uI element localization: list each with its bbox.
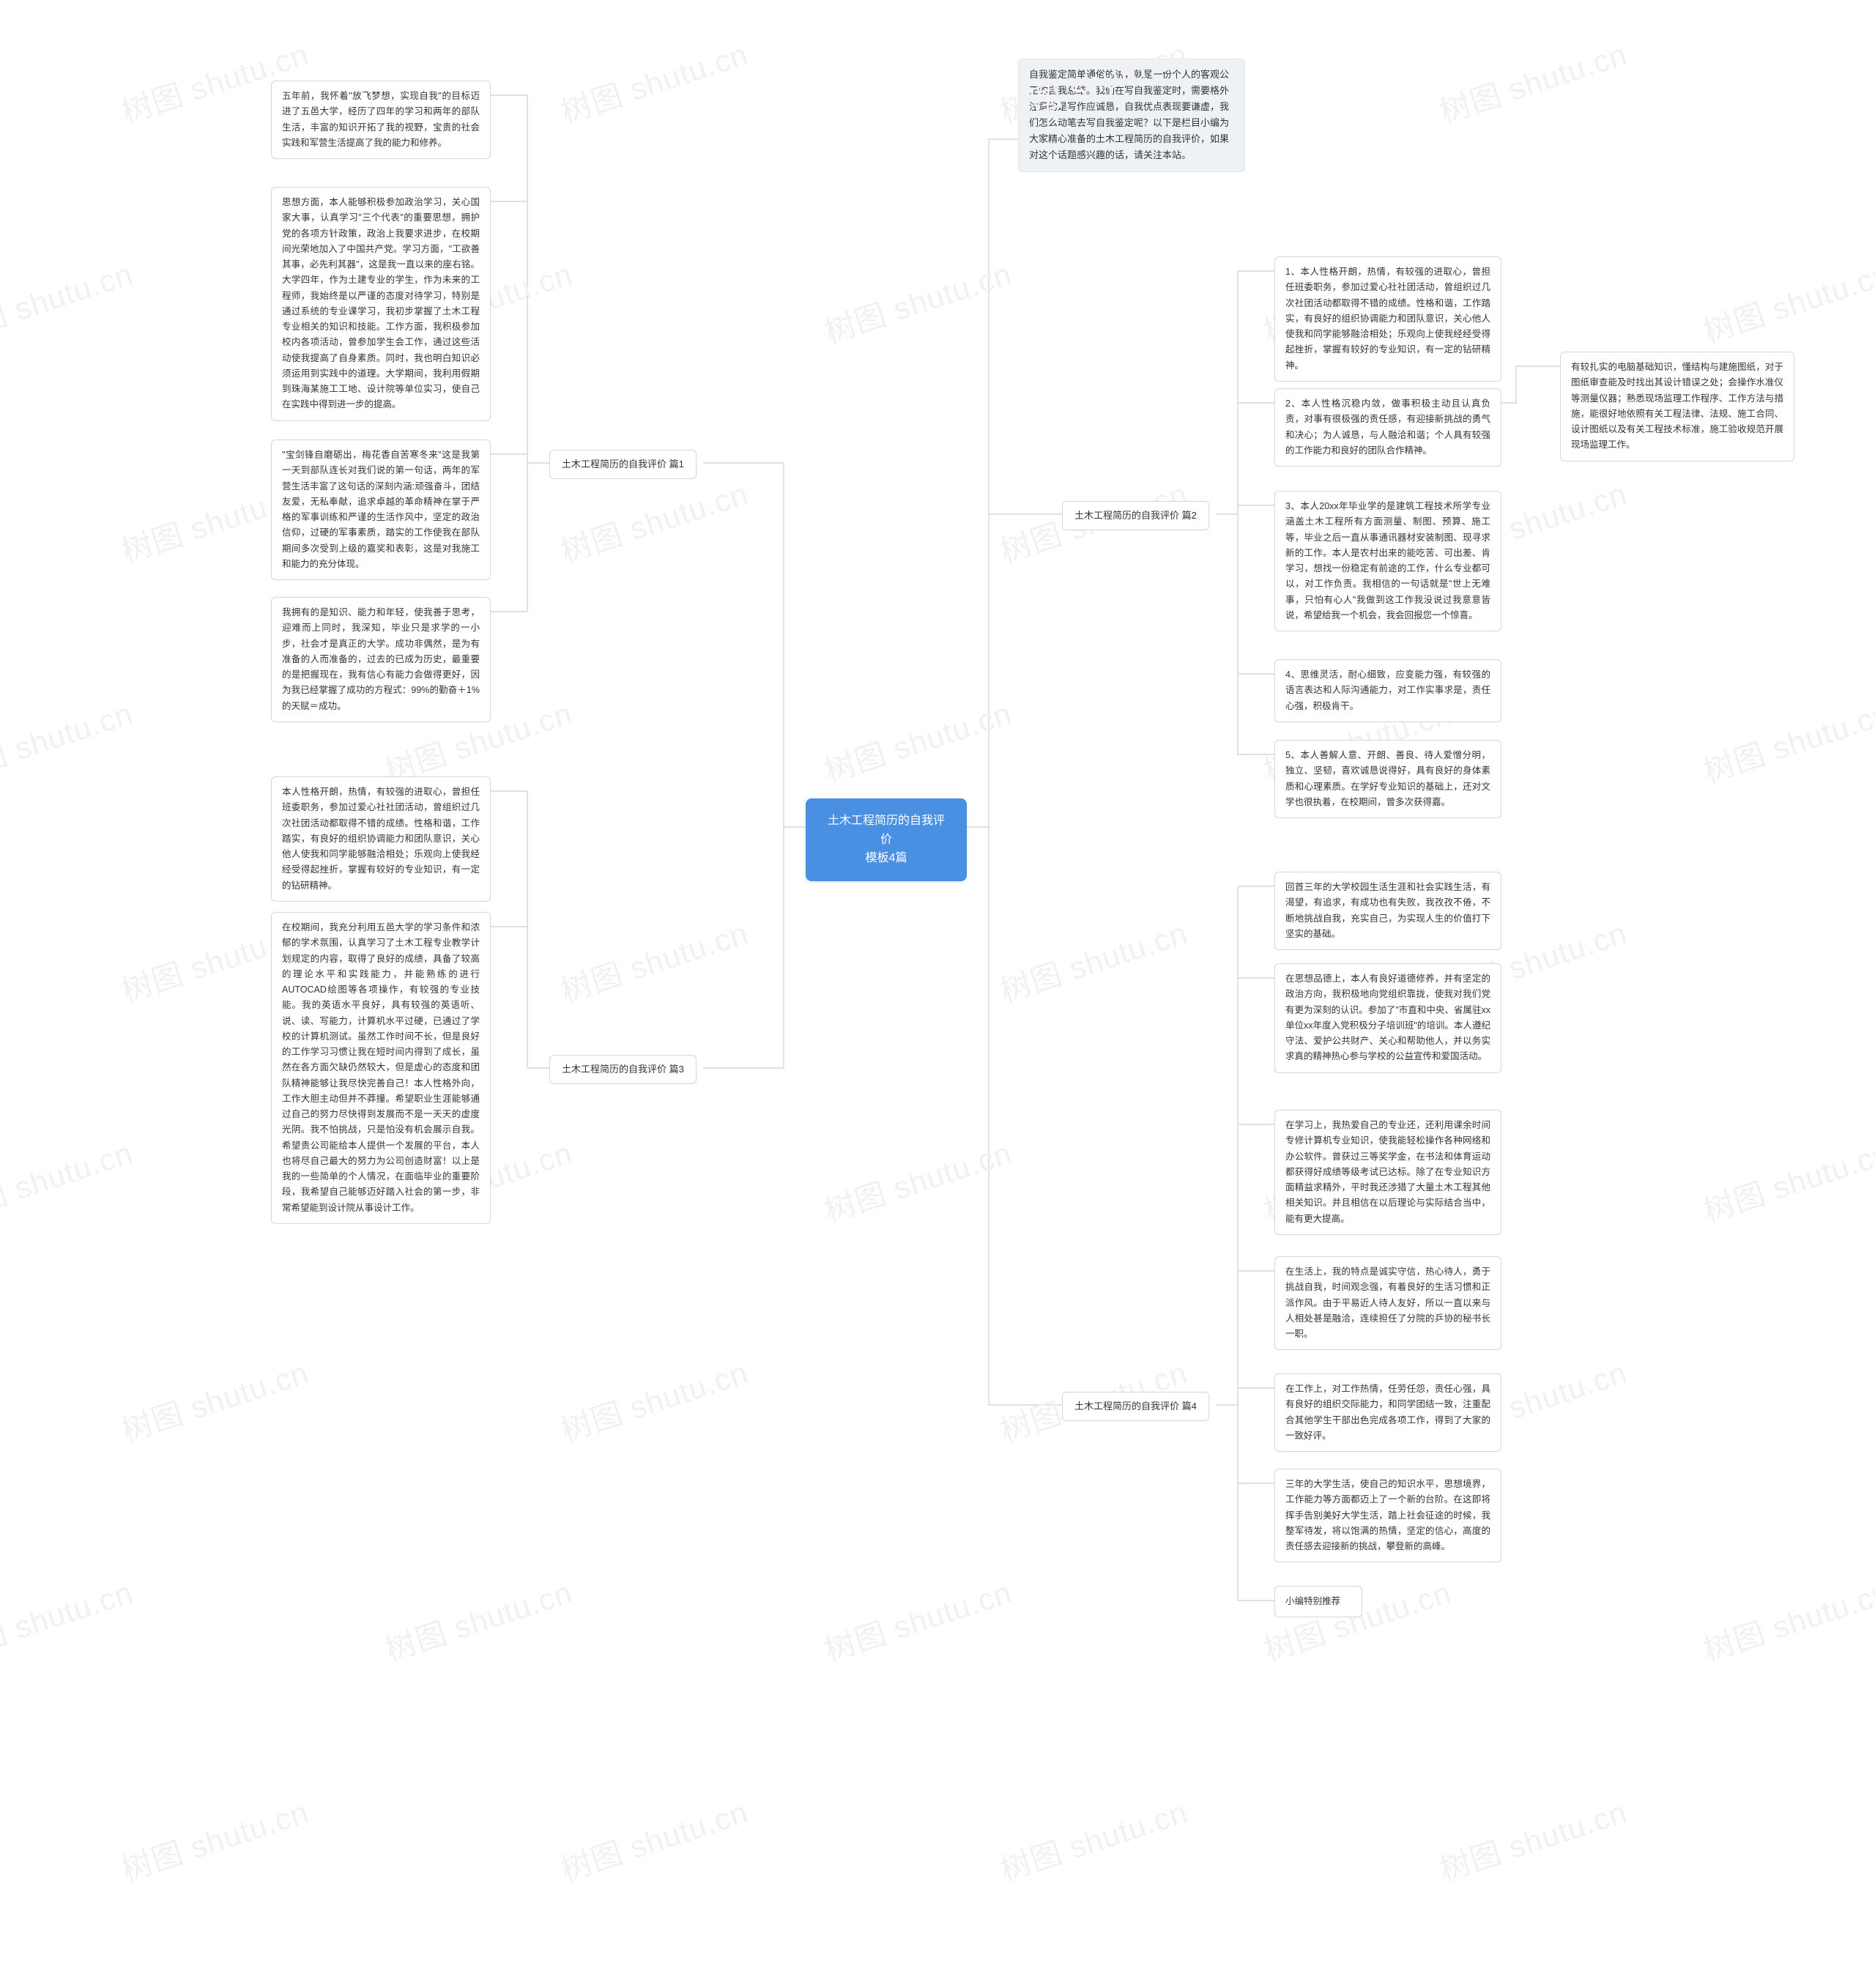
section-right-2-leaf-3: 在学习上，我热爱自己的专业还，还利用课余时间专修计算机专业知识，使我能轻松操作各…: [1274, 1110, 1501, 1235]
watermark: 树图 shutu.cn: [0, 249, 138, 352]
watermark: 树图 shutu.cn: [1433, 29, 1632, 132]
section-right-1-leaf-1: 1、本人性格开朗，热情，有较强的进取心，曾担任班委职务，参加过爱心社社团活动，曾…: [1274, 256, 1501, 382]
section-right-1-leaf-3-text: 有较扎实的电脑基础知识，懂结构与建施图纸，对于图纸审查能及时找出其设计错误之处；…: [1571, 362, 1783, 450]
section-left-2-leaf-1: 本人性格开朗，热情，有较强的进取心，曾担任班委职务，参加过爱心社社团活动，曾组织…: [271, 776, 491, 902]
section-left-2-leaf-1-text: 本人性格开朗，热情，有较强的进取心，曾担任班委职务，参加过爱心社社团活动，曾组织…: [282, 787, 480, 891]
watermark: 树图 shutu.cn: [1433, 1787, 1632, 1890]
section-left-1-leaf-4: 我拥有的是知识、能力和年轻，使我善于思考，迎难而上同时，我深知，毕业只是求学的一…: [271, 597, 491, 722]
section-right-2-leaf-7-text: 小编特别推荐: [1285, 1596, 1340, 1606]
watermark: 树图 shutu.cn: [1697, 1568, 1875, 1670]
watermark: 树图 shutu.cn: [1697, 1128, 1875, 1231]
section-right-1-text: 土木工程简历的自我评价 篇2: [1074, 510, 1197, 521]
watermark: 树图 shutu.cn: [818, 249, 1017, 352]
intro-text: 自我鉴定简单通俗的讲，就是一份个人的客观公正的自我总结。我们在写自我鉴定时，需要…: [1029, 69, 1229, 160]
watermark: 树图 shutu.cn: [994, 908, 1192, 1011]
watermark: 树图 shutu.cn: [0, 1568, 138, 1670]
watermark: 树图 shutu.cn: [554, 1787, 753, 1890]
section-left-1-leaf-2-text: 思想方面，本人能够积极参加政治学习，关心国家大事，认真学习"三个代表"的重要思想…: [282, 197, 480, 409]
watermark: 树图 shutu.cn: [0, 689, 138, 791]
watermark: 树图 shutu.cn: [554, 29, 753, 132]
section-right-1-leaf-2-text: 2、本人性格沉稳内敛，做事积极主动且认真负责，对事有很极强的责任感，有迎接新挑战…: [1285, 398, 1490, 456]
watermark: 树图 shutu.cn: [1697, 249, 1875, 352]
section-right-1-leaf-4-text: 3、本人20xx年毕业学的是建筑工程技术所学专业涵盖土木工程所有方面测量、制图、…: [1285, 501, 1490, 620]
watermark: 树图 shutu.cn: [818, 689, 1017, 791]
section-right-2-leaf-4-text: 在生活上，我的特点是诚实守信，热心待人，勇于挑战自我，时间观念强，有着良好的生活…: [1285, 1266, 1490, 1339]
section-right-2: 土木工程简历的自我评价 篇4: [1062, 1392, 1209, 1421]
section-left-2: 土木工程简历的自我评价 篇3: [549, 1055, 697, 1084]
watermark: 树图 shutu.cn: [1697, 689, 1875, 791]
section-left-1-leaf-1: 五年前，我怀着"放飞梦想，实现自我"的目标迈进了五邑大学，经历了四年的学习和两年…: [271, 81, 491, 159]
center-line1: 土木工程简历的自我评价: [828, 815, 945, 846]
section-right-2-leaf-5-text: 在工作上，对工作热情，任劳任怨，责任心强，具有良好的组织交际能力，和同学团结一致…: [1285, 1384, 1490, 1441]
section-right-1-leaf-5: 4、思维灵活，耐心细致，应变能力强，有较强的语言表达和人际沟通能力，对工作实事求…: [1274, 659, 1501, 722]
center-line2: 模板4篇: [866, 852, 907, 864]
watermark: 树图 shutu.cn: [554, 469, 753, 571]
watermark: 树图 shutu.cn: [554, 908, 753, 1011]
intro-node: 自我鉴定简单通俗的讲，就是一份个人的客观公正的自我总结。我们在写自我鉴定时，需要…: [1018, 59, 1245, 172]
section-right-2-text: 土木工程简历的自我评价 篇4: [1074, 1401, 1197, 1412]
section-right-2-leaf-1-text: 回首三年的大学校园生活生涯和社会实践生活，有渴望，有追求，有成功也有失败，我孜孜…: [1285, 882, 1490, 939]
section-right-2-leaf-6: 三年的大学生活，使自己的知识水平，思想境界，工作能力等方面都迈上了一个新的台阶。…: [1274, 1469, 1501, 1562]
section-right-2-leaf-5: 在工作上，对工作热情，任劳任怨，责任心强，具有良好的组织交际能力，和同学团结一致…: [1274, 1373, 1501, 1452]
section-right-2-leaf-6-text: 三年的大学生活，使自己的知识水平，思想境界，工作能力等方面都迈上了一个新的台阶。…: [1285, 1479, 1490, 1551]
section-right-2-leaf-2-text: 在思想品德上，本人有良好道德修养，并有坚定的政治方向，我积极地向党组织靠拢，使我…: [1285, 973, 1490, 1061]
watermark: 树图 shutu.cn: [115, 1787, 313, 1890]
section-right-2-leaf-1: 回首三年的大学校园生活生涯和社会实践生活，有渴望，有追求，有成功也有失败，我孜孜…: [1274, 872, 1501, 950]
section-right-1-leaf-6-text: 5、本人善解人意、开朗、善良、待人爱憎分明，独立、坚韧，喜欢诚恳说得好，具有良好…: [1285, 750, 1490, 807]
section-left-2-leaf-2-text: 在校期间，我充分利用五邑大学的学习条件和浓郁的学术氛围，认真学习了土木工程专业教…: [282, 922, 480, 1213]
watermark: 树图 shutu.cn: [994, 1787, 1192, 1890]
section-right-2-leaf-3-text: 在学习上，我热爱自己的专业还，还利用课余时间专修计算机专业知识，使我能轻松操作各…: [1285, 1120, 1490, 1224]
section-right-1-leaf-4: 3、本人20xx年毕业学的是建筑工程技术所学专业涵盖土木工程所有方面测量、制图、…: [1274, 491, 1501, 631]
section-left-1-leaf-3: "宝剑锋自磨砺出，梅花香自苦寒冬来"这是我第一天到部队连长对我们说的第一句话，两…: [271, 439, 491, 580]
section-left-1-leaf-4-text: 我拥有的是知识、能力和年轻，使我善于思考，迎难而上同时，我深知，毕业只是求学的一…: [282, 607, 480, 711]
section-left-2-text: 土木工程简历的自我评价 篇3: [562, 1064, 684, 1075]
center-node: 土木工程简历的自我评价 模板4篇: [806, 798, 967, 881]
watermark: 树图 shutu.cn: [379, 1568, 577, 1670]
watermark: 树图 shutu.cn: [554, 1348, 753, 1450]
watermark: 树图 shutu.cn: [1258, 1568, 1456, 1670]
watermark: 树图 shutu.cn: [115, 1348, 313, 1450]
watermark: 树图 shutu.cn: [818, 1128, 1017, 1231]
section-right-1: 土木工程简历的自我评价 篇2: [1062, 501, 1209, 530]
section-right-2-leaf-7: 小编特别推荐: [1274, 1586, 1362, 1617]
diagram-canvas: 土木工程简历的自我评价 模板4篇 自我鉴定简单通俗的讲，就是一份个人的客观公正的…: [0, 0, 1875, 1988]
section-right-2-leaf-2: 在思想品德上，本人有良好道德修养，并有坚定的政治方向，我积极地向党组织靠拢，使我…: [1274, 963, 1501, 1073]
section-left-1-leaf-2: 思想方面，本人能够积极参加政治学习，关心国家大事，认真学习"三个代表"的重要思想…: [271, 187, 491, 421]
section-left-1-leaf-3-text: "宝剑锋自磨砺出，梅花香自苦寒冬来"这是我第一天到部队连长对我们说的第一句话，两…: [282, 450, 480, 569]
section-right-2-leaf-4: 在生活上，我的特点是诚实守信，热心待人，勇于挑战自我，时间观念强，有着良好的生活…: [1274, 1256, 1501, 1350]
section-right-1-leaf-3: 有较扎实的电脑基础知识，懂结构与建施图纸，对于图纸审查能及时找出其设计错误之处；…: [1560, 352, 1794, 461]
section-right-1-leaf-1-text: 1、本人性格开朗，热情，有较强的进取心，曾担任班委职务，参加过爱心社社团活动，曾…: [1285, 267, 1490, 371]
section-right-1-leaf-6: 5、本人善解人意、开朗、善良、待人爱憎分明，独立、坚韧，喜欢诚恳说得好，具有良好…: [1274, 740, 1501, 818]
section-left-2-leaf-2: 在校期间，我充分利用五邑大学的学习条件和浓郁的学术氛围，认真学习了土木工程专业教…: [271, 912, 491, 1224]
section-right-1-leaf-2: 2、本人性格沉稳内敛，做事积极主动且认真负责，对事有很极强的责任感，有迎接新挑战…: [1274, 388, 1501, 467]
watermark: 树图 shutu.cn: [818, 1568, 1017, 1670]
section-right-1-leaf-5-text: 4、思维灵活，耐心细致，应变能力强，有较强的语言表达和人际沟通能力，对工作实事求…: [1285, 670, 1490, 711]
section-left-1-text: 土木工程简历的自我评价 篇1: [562, 459, 684, 470]
section-left-1: 土木工程简历的自我评价 篇1: [549, 450, 697, 479]
section-left-1-leaf-1-text: 五年前，我怀着"放飞梦想，实现自我"的目标迈进了五邑大学，经历了四年的学习和两年…: [282, 91, 480, 148]
watermark: 树图 shutu.cn: [0, 1128, 138, 1231]
